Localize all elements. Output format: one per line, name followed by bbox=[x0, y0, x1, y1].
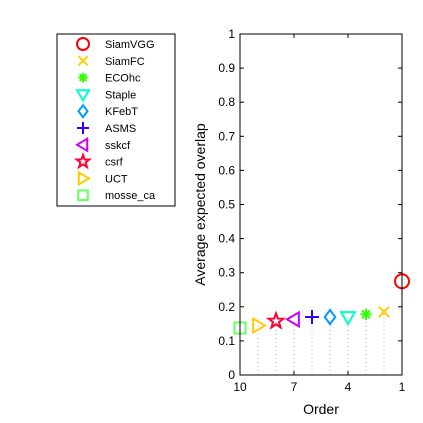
legend-label: UCT bbox=[105, 173, 128, 185]
data-point-siamfc bbox=[378, 305, 390, 318]
legend-marker-asms bbox=[77, 122, 89, 134]
x-axis-title: Order bbox=[303, 401, 339, 417]
legend-marker-siamfc bbox=[77, 55, 89, 67]
data-point-staple bbox=[339, 311, 357, 327]
y-tick-label: 0.4 bbox=[218, 232, 235, 246]
legend-label: KFebT bbox=[105, 106, 138, 118]
legend-label: SiamFC bbox=[105, 56, 145, 68]
legend-box bbox=[56, 33, 176, 207]
y-tick-label: 0.1 bbox=[218, 334, 235, 348]
plot-area bbox=[233, 273, 410, 375]
legend-label: csrf bbox=[105, 157, 124, 169]
legend-marker-sskcf bbox=[75, 137, 89, 153]
legend-marker-staple bbox=[75, 89, 91, 103]
data-point-sskcf bbox=[285, 310, 300, 329]
legend-label: SiamVGG bbox=[105, 39, 155, 51]
y-axis-title: Average expected overlap bbox=[192, 123, 208, 286]
y-tick-label: 0 bbox=[228, 368, 235, 382]
x-tick-label: 10 bbox=[233, 380, 247, 394]
axes-box bbox=[239, 33, 403, 376]
data-point-csrf bbox=[265, 310, 287, 330]
data-point-ecohc bbox=[360, 308, 372, 320]
axes: 0 0.1 0.2 0.3 0.4 0.5 0.6 0.7 0.8 0.9 1 10 7 4 1 Order A… bbox=[192, 27, 406, 417]
legend-marker-csrf bbox=[73, 152, 93, 170]
data-point-kfebt bbox=[323, 308, 337, 326]
y-tick-label: 1 bbox=[228, 27, 235, 41]
y-tick-label: 0.3 bbox=[218, 266, 235, 280]
y-tick-label: 0.9 bbox=[218, 61, 235, 75]
y-tick-label: 0.6 bbox=[218, 163, 235, 177]
y-tick-label: 0.5 bbox=[218, 198, 235, 212]
legend-marker-uct bbox=[77, 170, 91, 187]
legend-label: ASMS bbox=[105, 123, 136, 135]
y-tick-label: 0.8 bbox=[218, 95, 235, 109]
legend-label: Staple bbox=[105, 89, 136, 101]
x-tick-label: 4 bbox=[345, 380, 352, 394]
x-tick-label: 1 bbox=[399, 380, 406, 394]
legend-marker-siamvgg bbox=[76, 37, 90, 51]
legend-label: sskcf bbox=[105, 140, 131, 152]
legend: SiamVGG SiamFC ECOhc Staple KFebT ASMS sskcf cs… bbox=[56, 33, 176, 207]
legend-label: mosse_ca bbox=[105, 190, 156, 202]
legend-label: ECOhc bbox=[105, 73, 141, 85]
legend-marker-kfebt bbox=[77, 103, 89, 119]
y-tick-label: 0.7 bbox=[218, 129, 235, 143]
y-tick-label: 0.2 bbox=[218, 300, 235, 314]
x-tick-label: 7 bbox=[291, 380, 298, 394]
data-point-uct bbox=[252, 316, 267, 335]
legend-marker-ecohc bbox=[78, 72, 88, 83]
data-point-asms bbox=[305, 310, 319, 325]
legend-marker-mosse-ca bbox=[77, 189, 89, 201]
